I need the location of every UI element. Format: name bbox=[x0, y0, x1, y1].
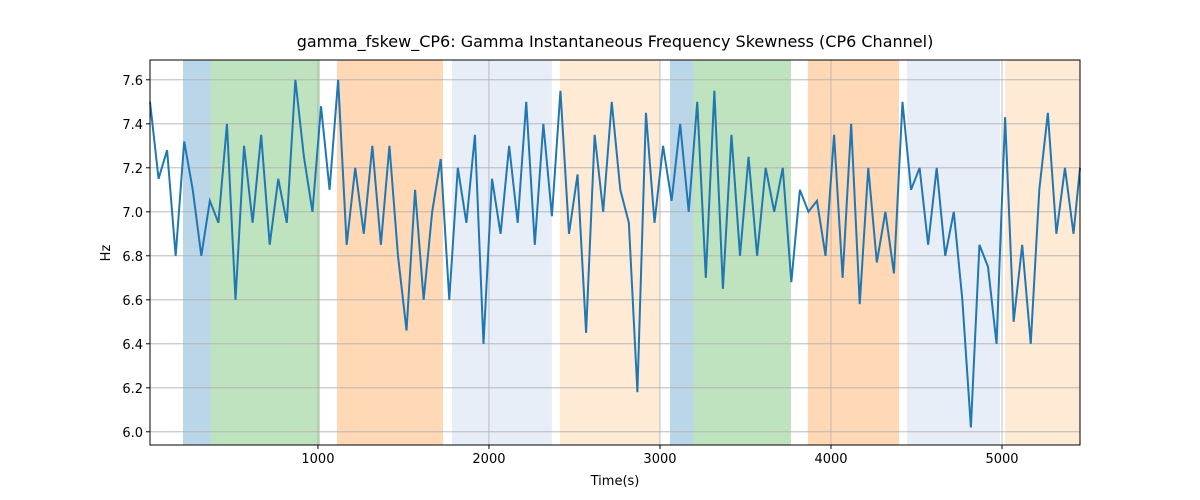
shaded-span bbox=[906, 60, 1000, 445]
shaded-span bbox=[1005, 60, 1080, 445]
y-tick-label: 7.6 bbox=[122, 74, 143, 89]
x-axis-label: Time(s) bbox=[590, 474, 640, 489]
x-tick-label: 3000 bbox=[643, 452, 676, 467]
y-axis-label: Hz bbox=[99, 245, 114, 262]
x-tick-label: 4000 bbox=[814, 452, 847, 467]
shaded-span bbox=[183, 60, 211, 445]
x-tick-label: 1000 bbox=[301, 452, 334, 467]
y-tick-label: 7.2 bbox=[122, 162, 143, 177]
shaded-span bbox=[669, 60, 693, 445]
y-tick-label: 7.0 bbox=[122, 206, 143, 221]
x-tick-label: 5000 bbox=[985, 452, 1018, 467]
shaded-span bbox=[807, 60, 900, 445]
chart-title: gamma_fskew_CP6: Gamma Instantaneous Fre… bbox=[297, 32, 934, 52]
y-tick-label: 6.2 bbox=[122, 382, 143, 397]
data-line bbox=[149, 79, 1081, 428]
y-tick-label: 6.8 bbox=[122, 250, 143, 265]
shaded-span bbox=[210, 60, 320, 445]
shaded-span bbox=[336, 60, 443, 445]
shaded-span bbox=[452, 60, 552, 445]
y-tick-label: 7.4 bbox=[122, 118, 143, 133]
y-tick-label: 6.0 bbox=[122, 426, 143, 441]
x-tick-label: 2000 bbox=[472, 452, 505, 467]
y-tick-label: 6.4 bbox=[122, 338, 143, 353]
y-tick-label: 6.6 bbox=[122, 294, 143, 309]
plot-frame bbox=[149, 59, 1081, 446]
